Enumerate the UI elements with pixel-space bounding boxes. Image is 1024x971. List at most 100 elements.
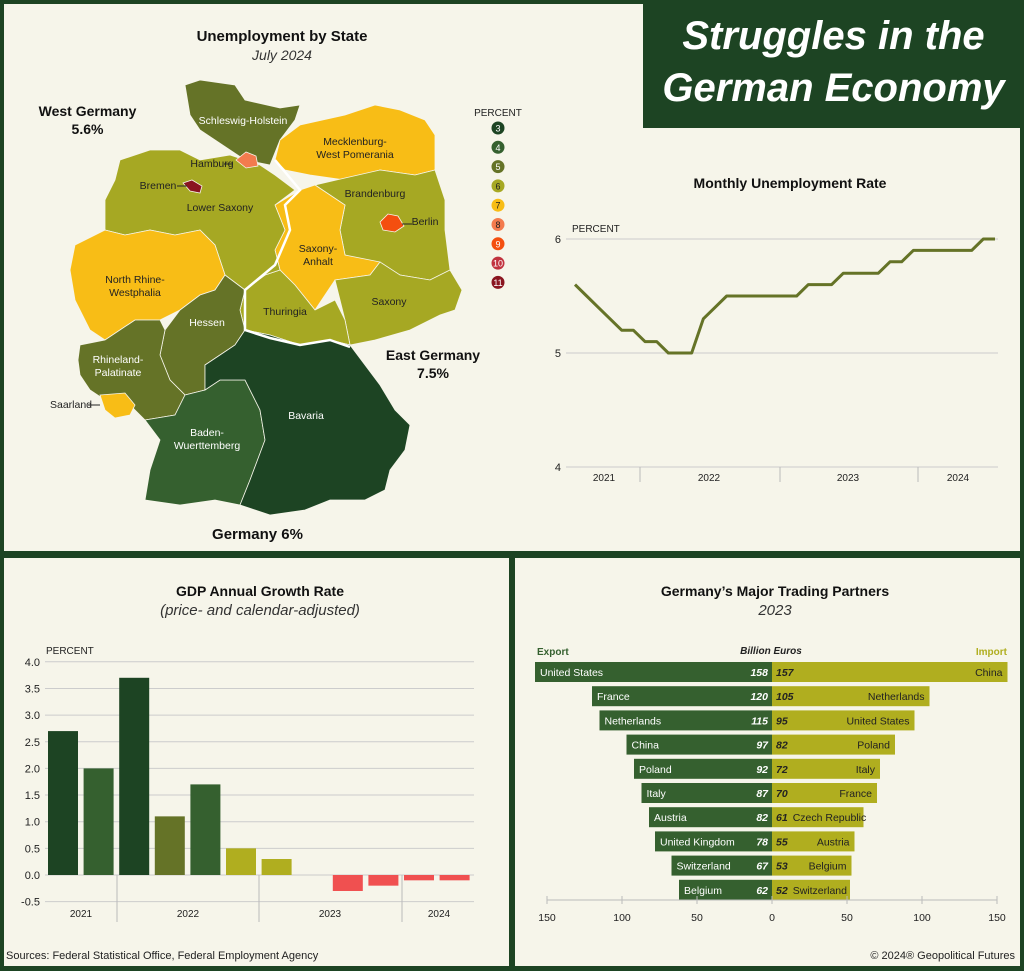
- import-country: Switzerland: [793, 885, 847, 897]
- gdp-title: GDP Annual Growth Rate: [175, 583, 344, 599]
- y-tick-label: 0.5: [25, 843, 40, 855]
- import-country: Netherlands: [868, 691, 925, 703]
- state-label: West Pomerania: [316, 149, 394, 161]
- legend-value: 3: [495, 124, 500, 134]
- trade-subtitle: 2023: [758, 602, 792, 619]
- legend-swatch: [491, 237, 505, 251]
- gdp-bar: [190, 784, 221, 875]
- state-label: Bremen: [140, 180, 177, 192]
- export-bar: [599, 710, 772, 731]
- export-value: 158: [750, 667, 768, 679]
- sources: Sources: Federal Statistical Office, Fed…: [6, 950, 319, 962]
- export-country: United States: [540, 667, 603, 679]
- export-value: 67: [756, 861, 769, 873]
- import-country: Austria: [817, 836, 850, 848]
- export-country: Austria: [654, 812, 687, 824]
- gdp-bar: [119, 677, 150, 875]
- export-label: Export: [537, 647, 569, 658]
- export-country: Poland: [639, 764, 672, 776]
- gdp-bar: [48, 731, 78, 875]
- import-value: 72: [776, 764, 788, 776]
- legend-swatch: [491, 218, 505, 231]
- import-country: China: [975, 667, 1003, 679]
- state-label: Saarland: [50, 399, 92, 411]
- y-tick-label: 1.5: [25, 790, 40, 802]
- import-bar: [772, 734, 895, 755]
- import-bar: [772, 662, 1008, 682]
- import-country: Poland: [857, 740, 890, 752]
- import-label: Import: [976, 647, 1008, 658]
- y-tick-label: 1.0: [25, 817, 40, 829]
- import-value: 53: [776, 861, 788, 873]
- legend-value: 4: [495, 143, 500, 153]
- y-tick-label: 4: [555, 462, 561, 474]
- state-bavaria: [204, 329, 411, 516]
- state-label: Baden-: [190, 427, 224, 439]
- legend-value: 9: [495, 239, 500, 249]
- gdp-bar: [332, 875, 363, 891]
- x-tick-label: 50: [841, 912, 853, 924]
- legend-value: 7: [495, 201, 500, 211]
- y-tick-label: 0.0: [25, 870, 40, 882]
- import-value: 55: [776, 836, 788, 848]
- state-label: Berlin: [412, 216, 439, 228]
- export-bar: [641, 783, 772, 803]
- export-bar: [626, 734, 772, 755]
- x-tick-label: 100: [613, 912, 631, 924]
- legend-swatch: [491, 140, 505, 154]
- gdp-bar: [404, 875, 434, 881]
- import-country: United States: [846, 715, 909, 727]
- import-value: 95: [776, 715, 788, 727]
- y-tick-label: 2.5: [25, 737, 40, 749]
- x-tick-label: 0: [769, 912, 775, 924]
- main-title: Struggles in the German Economy: [643, 0, 1024, 128]
- trade-title: Germany’s Major Trading Partners: [660, 583, 890, 599]
- export-bar: [649, 807, 772, 828]
- east-value: 7.5%: [417, 365, 449, 381]
- west-label: West Germany: [38, 103, 137, 119]
- export-country: France: [597, 691, 630, 703]
- import-bar: [772, 807, 864, 828]
- line-chart-title: Monthly Unemployment Rate: [693, 175, 887, 191]
- title-line-1: Struggles in the: [682, 14, 985, 58]
- export-value: 78: [756, 836, 768, 848]
- state-saxony: [334, 261, 463, 346]
- x-tick-label: 2023: [319, 909, 342, 920]
- copyright: © 2024® Geopolitical Futures: [870, 950, 1015, 962]
- import-bar: [772, 879, 850, 900]
- import-value: 105: [776, 691, 794, 703]
- gdp-bar: [154, 816, 185, 875]
- legend-value: 8: [495, 220, 500, 230]
- state-label: Rhineland-: [93, 354, 144, 366]
- x-tick-label: 2021: [70, 909, 93, 920]
- legend-swatch: [491, 121, 505, 135]
- import-country: France: [839, 788, 872, 800]
- export-value: 87: [756, 788, 769, 800]
- x-tick-label: 150: [988, 912, 1006, 924]
- legend-swatch: [491, 160, 505, 174]
- export-bar: [592, 686, 772, 707]
- x-tick-label: 2023: [837, 473, 860, 484]
- y-tick-label: 5: [555, 348, 561, 360]
- y-tick-label: -0.5: [21, 897, 40, 909]
- legend-value: 10: [493, 259, 503, 269]
- east-west-border: [243, 159, 351, 349]
- export-bar: [679, 879, 772, 900]
- state-label: Westphalia: [109, 287, 161, 299]
- export-value: 62: [756, 885, 768, 897]
- state-label: Palatinate: [95, 367, 142, 379]
- gdp-bar: [226, 848, 256, 875]
- export-value: 120: [750, 691, 768, 703]
- gdp-bar: [439, 875, 470, 881]
- legend-value: 6: [495, 181, 500, 191]
- y-tick-label: 3.5: [25, 683, 40, 695]
- legend-title: PERCENT: [474, 108, 522, 119]
- west-value: 5.6%: [71, 121, 104, 137]
- export-value: 82: [756, 812, 768, 824]
- gdp-panel: [4, 558, 509, 966]
- import-bar: [772, 686, 930, 707]
- import-country: Czech Republic: [793, 812, 867, 824]
- gdp-subtitle: (price- and calendar-adjusted): [160, 602, 360, 619]
- import-value: 157: [776, 667, 795, 679]
- import-bar: [772, 831, 855, 852]
